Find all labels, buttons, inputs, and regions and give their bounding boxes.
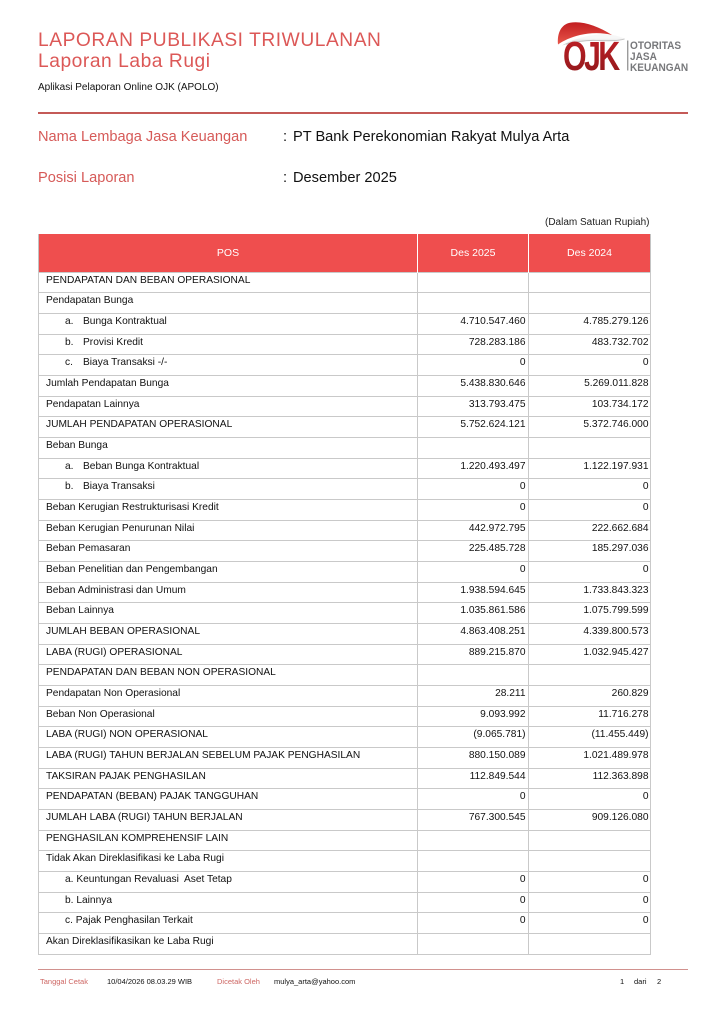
svg-text:JASA: JASA bbox=[630, 51, 657, 64]
svg-text:OTORITAS: OTORITAS bbox=[630, 40, 681, 53]
svg-text:KEUANGAN: KEUANGAN bbox=[630, 62, 688, 75]
svg-text:OJK: OJK bbox=[563, 34, 620, 76]
